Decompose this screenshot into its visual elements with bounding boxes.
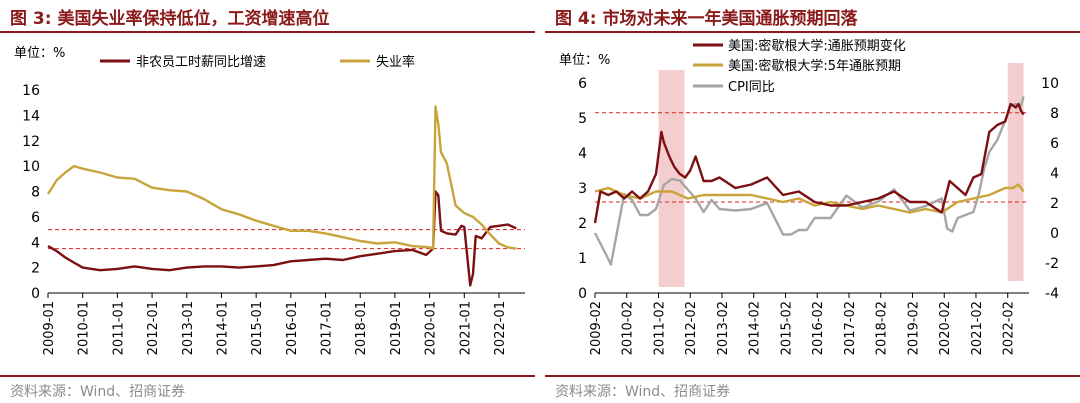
x-tick-label: 2013-02 <box>716 301 731 355</box>
title-rule-right <box>545 31 1080 33</box>
chart-right: 单位：% 0 1 2 3 4 5 6 -4 -2 0 2 4 6 8 10 2009-02 2010-02 2011… <box>559 38 1059 355</box>
y-tick-label-right: 8 <box>1050 106 1059 122</box>
x-tick-label: 2013-01 <box>181 301 196 355</box>
y-tick-label-right: -4 <box>1045 286 1059 302</box>
y-tick-label: 8 <box>31 185 40 201</box>
x-tick-label: 2012-01 <box>146 301 161 355</box>
x-tick-label: 2022-01 <box>493 301 508 355</box>
x-tick-label: 2019-02 <box>906 301 921 355</box>
y-tick-label-right: 10 <box>1041 76 1059 92</box>
series-line-5y-inflation-expectation <box>594 183 1025 214</box>
source-rule-left <box>0 375 535 377</box>
legend-label: 非农员工时薪同比增速 <box>136 55 266 70</box>
x-tick-label: 2014-01 <box>215 301 230 355</box>
legend-label: 失业率 <box>376 54 415 70</box>
chart-panel-right: 图 4: 市场对未来一年美国通胀预期回落 单位：% 0 1 2 3 4 5 6 -4 -2 0 2 4 6… <box>545 0 1080 403</box>
x-tick-label: 2010-02 <box>621 301 636 355</box>
y-tick-label: 6 <box>31 210 40 226</box>
legend-label: 美国:密歇根大学:通胀预期变化 <box>728 38 906 54</box>
source-note-left: 资料来源：Wind、招商证券 <box>10 384 186 400</box>
chart-left: 单位：% 0 2 4 6 8 10 12 14 16 2009-01 2010-01 2011-01 20… <box>14 46 525 355</box>
y-tick-label: 16 <box>22 83 40 99</box>
y-tick-label-right: 4 <box>1050 166 1059 182</box>
series-line-inflation-expectation-change <box>593 102 1025 224</box>
x-tick-label: 2014-02 <box>748 301 763 355</box>
x-tick-label: 2010-01 <box>77 301 92 355</box>
legend-label: CPI同比 <box>728 80 775 95</box>
y-tick-label: 2 <box>31 261 40 277</box>
x-tick-label: 2011-01 <box>111 301 126 355</box>
x-tick-label: 2018-01 <box>354 301 369 355</box>
y-tick-label: 14 <box>22 108 40 124</box>
y-tick-label: 10 <box>22 159 40 175</box>
x-tick-label: 2018-02 <box>875 301 890 355</box>
x-tick-label: 2012-02 <box>684 301 699 355</box>
y-tick-label-left: 2 <box>578 216 587 232</box>
y-tick-label: 0 <box>31 286 40 302</box>
y-tick-label-left: 3 <box>578 181 587 197</box>
unit-label-right: 单位：% <box>559 53 610 68</box>
chart-panel-left: 图 3: 美国失业率保持低位，工资增速高位 单位：% 0 2 4 6 8 10 12 14 16 2… <box>0 0 535 403</box>
x-tick-label: 2011-02 <box>652 301 667 355</box>
x-tick-label: 2020-01 <box>424 301 439 355</box>
title-rule-left <box>0 31 535 33</box>
y-tick-label: 12 <box>22 134 40 150</box>
unit-label-left: 单位：% <box>14 46 65 61</box>
y-tick-label-left: 4 <box>578 146 587 162</box>
y-tick-label-right: 0 <box>1050 226 1059 242</box>
shaded-period <box>1007 63 1024 281</box>
series-line-wage-growth <box>47 190 517 287</box>
x-tick-label: 2015-01 <box>250 301 265 355</box>
series-line-unemployment <box>46 105 517 250</box>
y-tick-label-right: 6 <box>1050 136 1059 152</box>
x-tick-label: 2022-02 <box>1002 301 1017 355</box>
y-tick-label-left: 6 <box>578 76 587 92</box>
y-tick-label-left: 0 <box>578 286 587 302</box>
x-tick-label: 2020-02 <box>938 301 953 355</box>
source-rule-right <box>545 375 1080 377</box>
x-tick-label: 2021-02 <box>970 301 985 355</box>
x-tick-label: 2019-01 <box>389 301 404 355</box>
x-tick-label: 2017-01 <box>320 301 335 355</box>
y-tick-label: 4 <box>31 235 40 251</box>
y-tick-label-left: 5 <box>578 111 587 127</box>
x-tick-label: 2016-02 <box>811 301 826 355</box>
y-tick-label-right: -2 <box>1045 256 1059 272</box>
chart-title-left: 图 3: 美国失业率保持低位，工资增速高位 <box>10 9 330 29</box>
x-tick-label: 2016-01 <box>285 301 300 355</box>
source-note-right: 资料来源：Wind、招商证券 <box>555 384 731 400</box>
y-tick-label-left: 1 <box>578 251 587 267</box>
chart-title-right: 图 4: 市场对未来一年美国通胀预期回落 <box>555 9 858 29</box>
y-tick-label-right: 2 <box>1050 196 1059 212</box>
legend-label: 美国:密歇根大学:5年通胀预期 <box>728 58 901 74</box>
x-tick-label: 2009-01 <box>42 301 57 355</box>
x-tick-label: 2021-01 <box>458 301 473 355</box>
x-tick-label: 2015-02 <box>779 301 794 355</box>
x-tick-label: 2017-02 <box>843 301 858 355</box>
series-line-cpi-yoy <box>593 96 1025 266</box>
x-tick-label: 2009-02 <box>589 301 604 355</box>
